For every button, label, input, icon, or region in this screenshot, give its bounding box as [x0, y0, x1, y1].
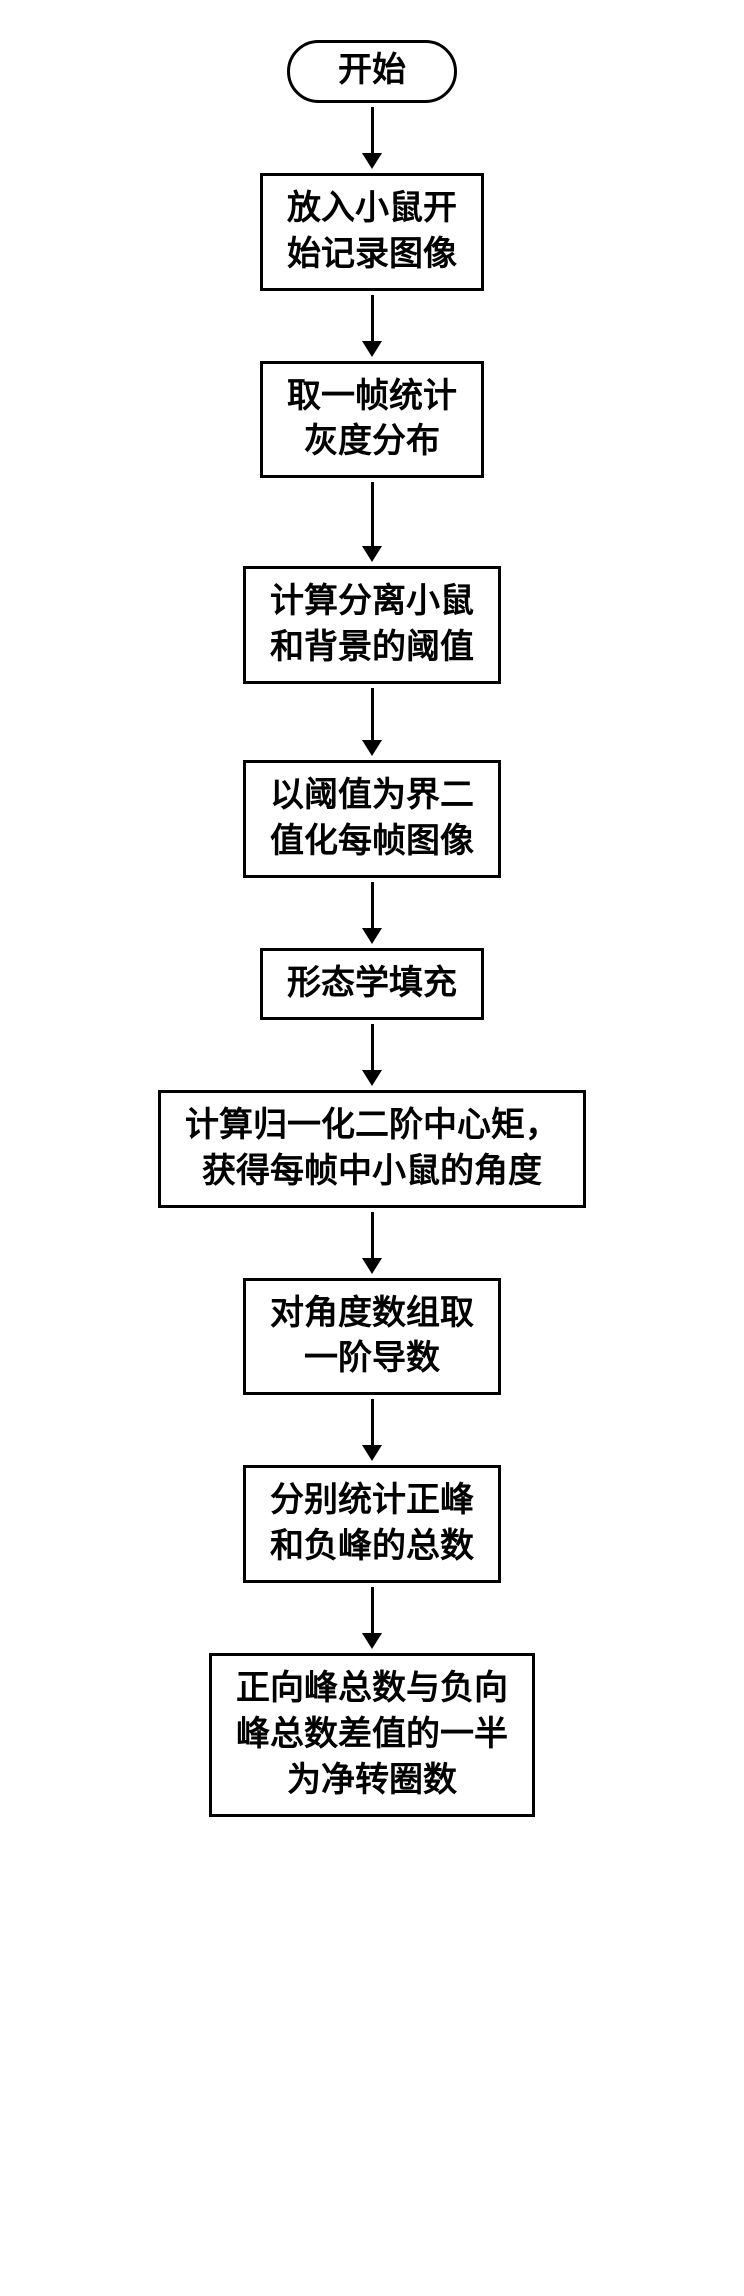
arrow-head-icon [362, 1258, 382, 1274]
process-step-2: 取一帧统计 灰度分布 [260, 361, 484, 479]
arrow-head-icon [362, 1070, 382, 1086]
process-step-9: 正向峰总数与负向 峰总数差值的一半 为净转圈数 [209, 1653, 535, 1817]
arrow-shaft [371, 1212, 374, 1258]
process-step-7: 对角度数组取 一阶导数 [243, 1278, 501, 1396]
process-step-4: 以阈值为界二 值化每帧图像 [243, 760, 501, 878]
arrow-shaft [371, 295, 374, 341]
arrow-1 [362, 295, 382, 357]
arrow-shaft [371, 1024, 374, 1070]
arrow-head-icon [362, 740, 382, 756]
arrow-shaft [371, 482, 374, 546]
process-step-1: 放入小鼠开 始记录图像 [260, 173, 484, 291]
arrow-7 [362, 1399, 382, 1461]
arrow-4 [362, 882, 382, 944]
process-step-3: 计算分离小鼠 和背景的阈值 [243, 566, 501, 684]
arrow-head-icon [362, 546, 382, 562]
arrow-head-icon [362, 1633, 382, 1649]
arrow-0 [362, 107, 382, 169]
arrow-head-icon [362, 341, 382, 357]
arrow-shaft [371, 107, 374, 153]
arrow-6 [362, 1212, 382, 1274]
arrow-head-icon [362, 1445, 382, 1461]
process-step-8: 分别统计正峰 和负峰的总数 [243, 1465, 501, 1583]
process-step-5: 形态学填充 [260, 948, 484, 1020]
arrow-head-icon [362, 928, 382, 944]
arrow-head-icon [362, 153, 382, 169]
terminal-start: 开始 [287, 40, 457, 103]
arrow-8 [362, 1587, 382, 1649]
arrow-2 [362, 482, 382, 562]
arrow-5 [362, 1024, 382, 1086]
arrow-3 [362, 688, 382, 756]
arrow-shaft [371, 1587, 374, 1633]
arrow-shaft [371, 688, 374, 740]
arrow-shaft [371, 1399, 374, 1445]
process-step-6: 计算归一化二阶中心矩， 获得每帧中小鼠的角度 [158, 1090, 586, 1208]
flowchart-container: 开始 放入小鼠开 始记录图像 取一帧统计 灰度分布 计算分离小鼠 和背景的阈值 … [158, 40, 586, 1817]
arrow-shaft [371, 882, 374, 928]
